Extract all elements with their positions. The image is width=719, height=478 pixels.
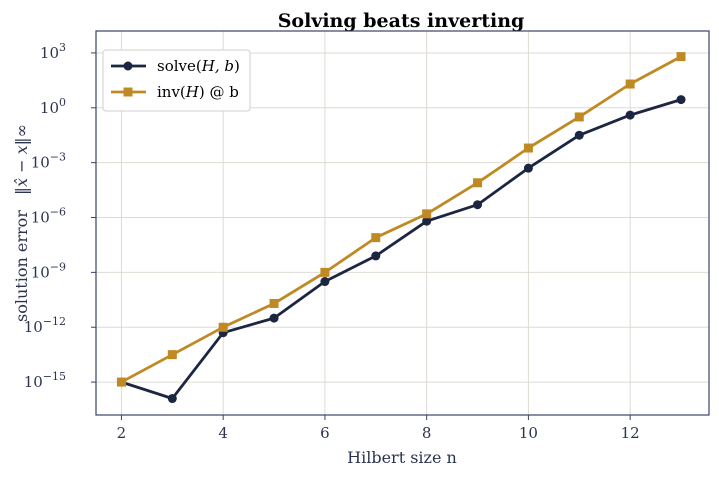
data-point [625, 79, 635, 89]
data-point [676, 52, 686, 62]
legend-label-solve: solve(H, b) [157, 57, 240, 75]
data-point [676, 95, 686, 105]
y-axis-label: solution error ‖x̂ − x‖∞ [12, 124, 31, 322]
y-tick-label: 100 [40, 96, 66, 117]
x-tick-label: 4 [218, 424, 228, 442]
y-axis-label-math: ‖x̂ − x‖∞ [12, 124, 31, 195]
data-point [422, 209, 432, 219]
data-point [574, 112, 584, 122]
series-line [120, 98, 682, 400]
y-tick-label: 10−3 [31, 151, 66, 172]
data-point [523, 143, 533, 153]
data-point [371, 251, 381, 261]
data-point [167, 350, 177, 360]
data-point [574, 130, 584, 140]
series-line [120, 55, 682, 384]
x-tick-label: 8 [422, 424, 432, 442]
plot-frame [95, 30, 710, 416]
x-tick-label: 2 [117, 424, 127, 442]
y-tick-label: 10−12 [24, 315, 66, 336]
chart-title: Solving beats inverting [278, 10, 525, 32]
data-point [269, 313, 279, 323]
y-tick-label: 103 [40, 41, 66, 62]
y-axis-label-text: solution error [12, 210, 31, 322]
data-point [320, 267, 330, 277]
data-point [269, 298, 279, 308]
data-point [523, 163, 533, 173]
data-point [218, 322, 228, 332]
x-axis-label: Hilbert size n [347, 448, 457, 467]
data-point [167, 394, 177, 404]
legend: solve(H, b) inv(H) @ b [102, 49, 251, 112]
legend-label-inv: inv(H) @ b [157, 83, 239, 101]
data-point [116, 377, 126, 387]
grid [96, 31, 709, 415]
series-layer [116, 52, 686, 404]
y-tick-label: 10−9 [31, 260, 66, 281]
x-axis: 2 4 6 8 10 12 [117, 415, 640, 442]
data-point [320, 277, 330, 287]
x-tick-label: 12 [621, 424, 640, 442]
legend-marker-inv [123, 87, 133, 97]
x-tick-label: 10 [519, 424, 538, 442]
data-point [625, 110, 635, 120]
series-solve [116, 95, 686, 404]
data-point [473, 178, 483, 188]
legend-marker-solve [123, 61, 133, 71]
series-inv [116, 52, 686, 387]
y-axis: 103 100 10−3 10−6 10−9 10−12 10−15 [24, 41, 96, 391]
data-point [473, 200, 483, 210]
svg-text:solution error ‖x̂ − x‖∞: solution error ‖x̂ − x‖∞ [12, 124, 31, 322]
data-point [422, 216, 432, 226]
data-point [371, 233, 381, 243]
y-tick-label: 10−15 [24, 370, 66, 391]
y-tick-label: 10−6 [31, 206, 66, 227]
x-tick-label: 6 [320, 424, 330, 442]
